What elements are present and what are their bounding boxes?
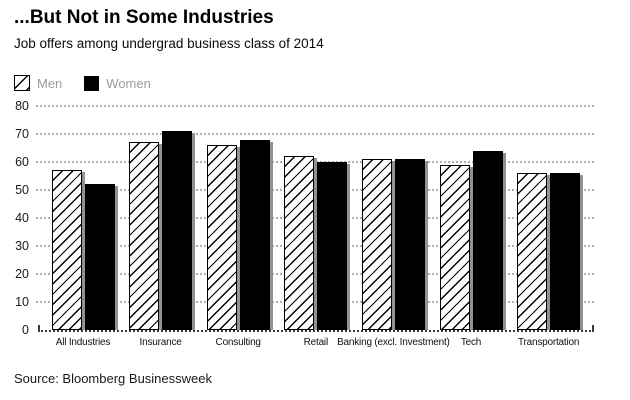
source-attribution: Source: Bloomberg Businessweek <box>14 371 212 386</box>
gridline-60 <box>36 161 594 163</box>
x-category-label: Transportation <box>517 337 580 348</box>
gridline-10 <box>36 301 594 303</box>
bar-men-0 <box>51 170 82 330</box>
bar-men-2 <box>206 145 237 330</box>
men-hatched-swatch-icon <box>14 75 30 91</box>
x-category-label: Insurance <box>139 337 182 348</box>
gridline-80 <box>36 105 594 107</box>
axis-left-end-tick <box>38 325 40 332</box>
bar-women-4 <box>394 159 425 330</box>
bars-plot-area <box>51 131 581 330</box>
bar-women-6 <box>550 173 581 330</box>
bar-men-4 <box>361 159 392 330</box>
axis-right-end-tick <box>592 325 594 332</box>
bar-women-2 <box>239 139 270 330</box>
bar-women-5 <box>472 150 503 330</box>
y-tick-label-30: 30 <box>15 239 29 253</box>
y-tick-label-80: 80 <box>15 99 29 113</box>
bar-men-1 <box>129 142 160 330</box>
x-axis-baseline <box>38 330 594 332</box>
y-tick-label-20: 20 <box>15 267 29 281</box>
x-category-label: Banking (excl. Investment) <box>337 337 450 348</box>
bar-women-3 <box>317 162 348 330</box>
bar-women-0 <box>84 184 115 330</box>
y-tick-label-60: 60 <box>15 155 29 169</box>
y-tick-label-0: 0 <box>22 323 29 337</box>
legend-label-women: Women <box>106 75 151 91</box>
gridline-40 <box>36 217 594 219</box>
x-category-label: Consulting <box>215 337 261 348</box>
gridline-30 <box>36 245 594 247</box>
y-tick-label-10: 10 <box>15 295 29 309</box>
gridline-20 <box>36 273 594 275</box>
chart-legend: Men Women <box>14 75 151 91</box>
chart-title: ...But Not in Some Industries <box>14 7 274 28</box>
y-tick-label-70: 70 <box>15 127 29 141</box>
bar-men-5 <box>439 164 470 330</box>
bar-men-3 <box>284 156 315 330</box>
gridline-50 <box>36 189 594 191</box>
y-tick-label-50: 50 <box>15 183 29 197</box>
chart-subtitle: Job offers among undergrad business clas… <box>14 36 324 51</box>
x-category-label: Tech <box>460 337 482 348</box>
y-tick-label-40: 40 <box>15 211 29 225</box>
legend-label-men: Men <box>37 75 63 91</box>
gridline-70 <box>36 133 594 135</box>
bar-men-6 <box>517 173 548 330</box>
x-category-label: All Industries <box>55 337 111 348</box>
bar-women-1 <box>162 131 193 330</box>
x-category-label: Retail <box>303 337 329 348</box>
women-solid-swatch-icon <box>84 75 100 91</box>
